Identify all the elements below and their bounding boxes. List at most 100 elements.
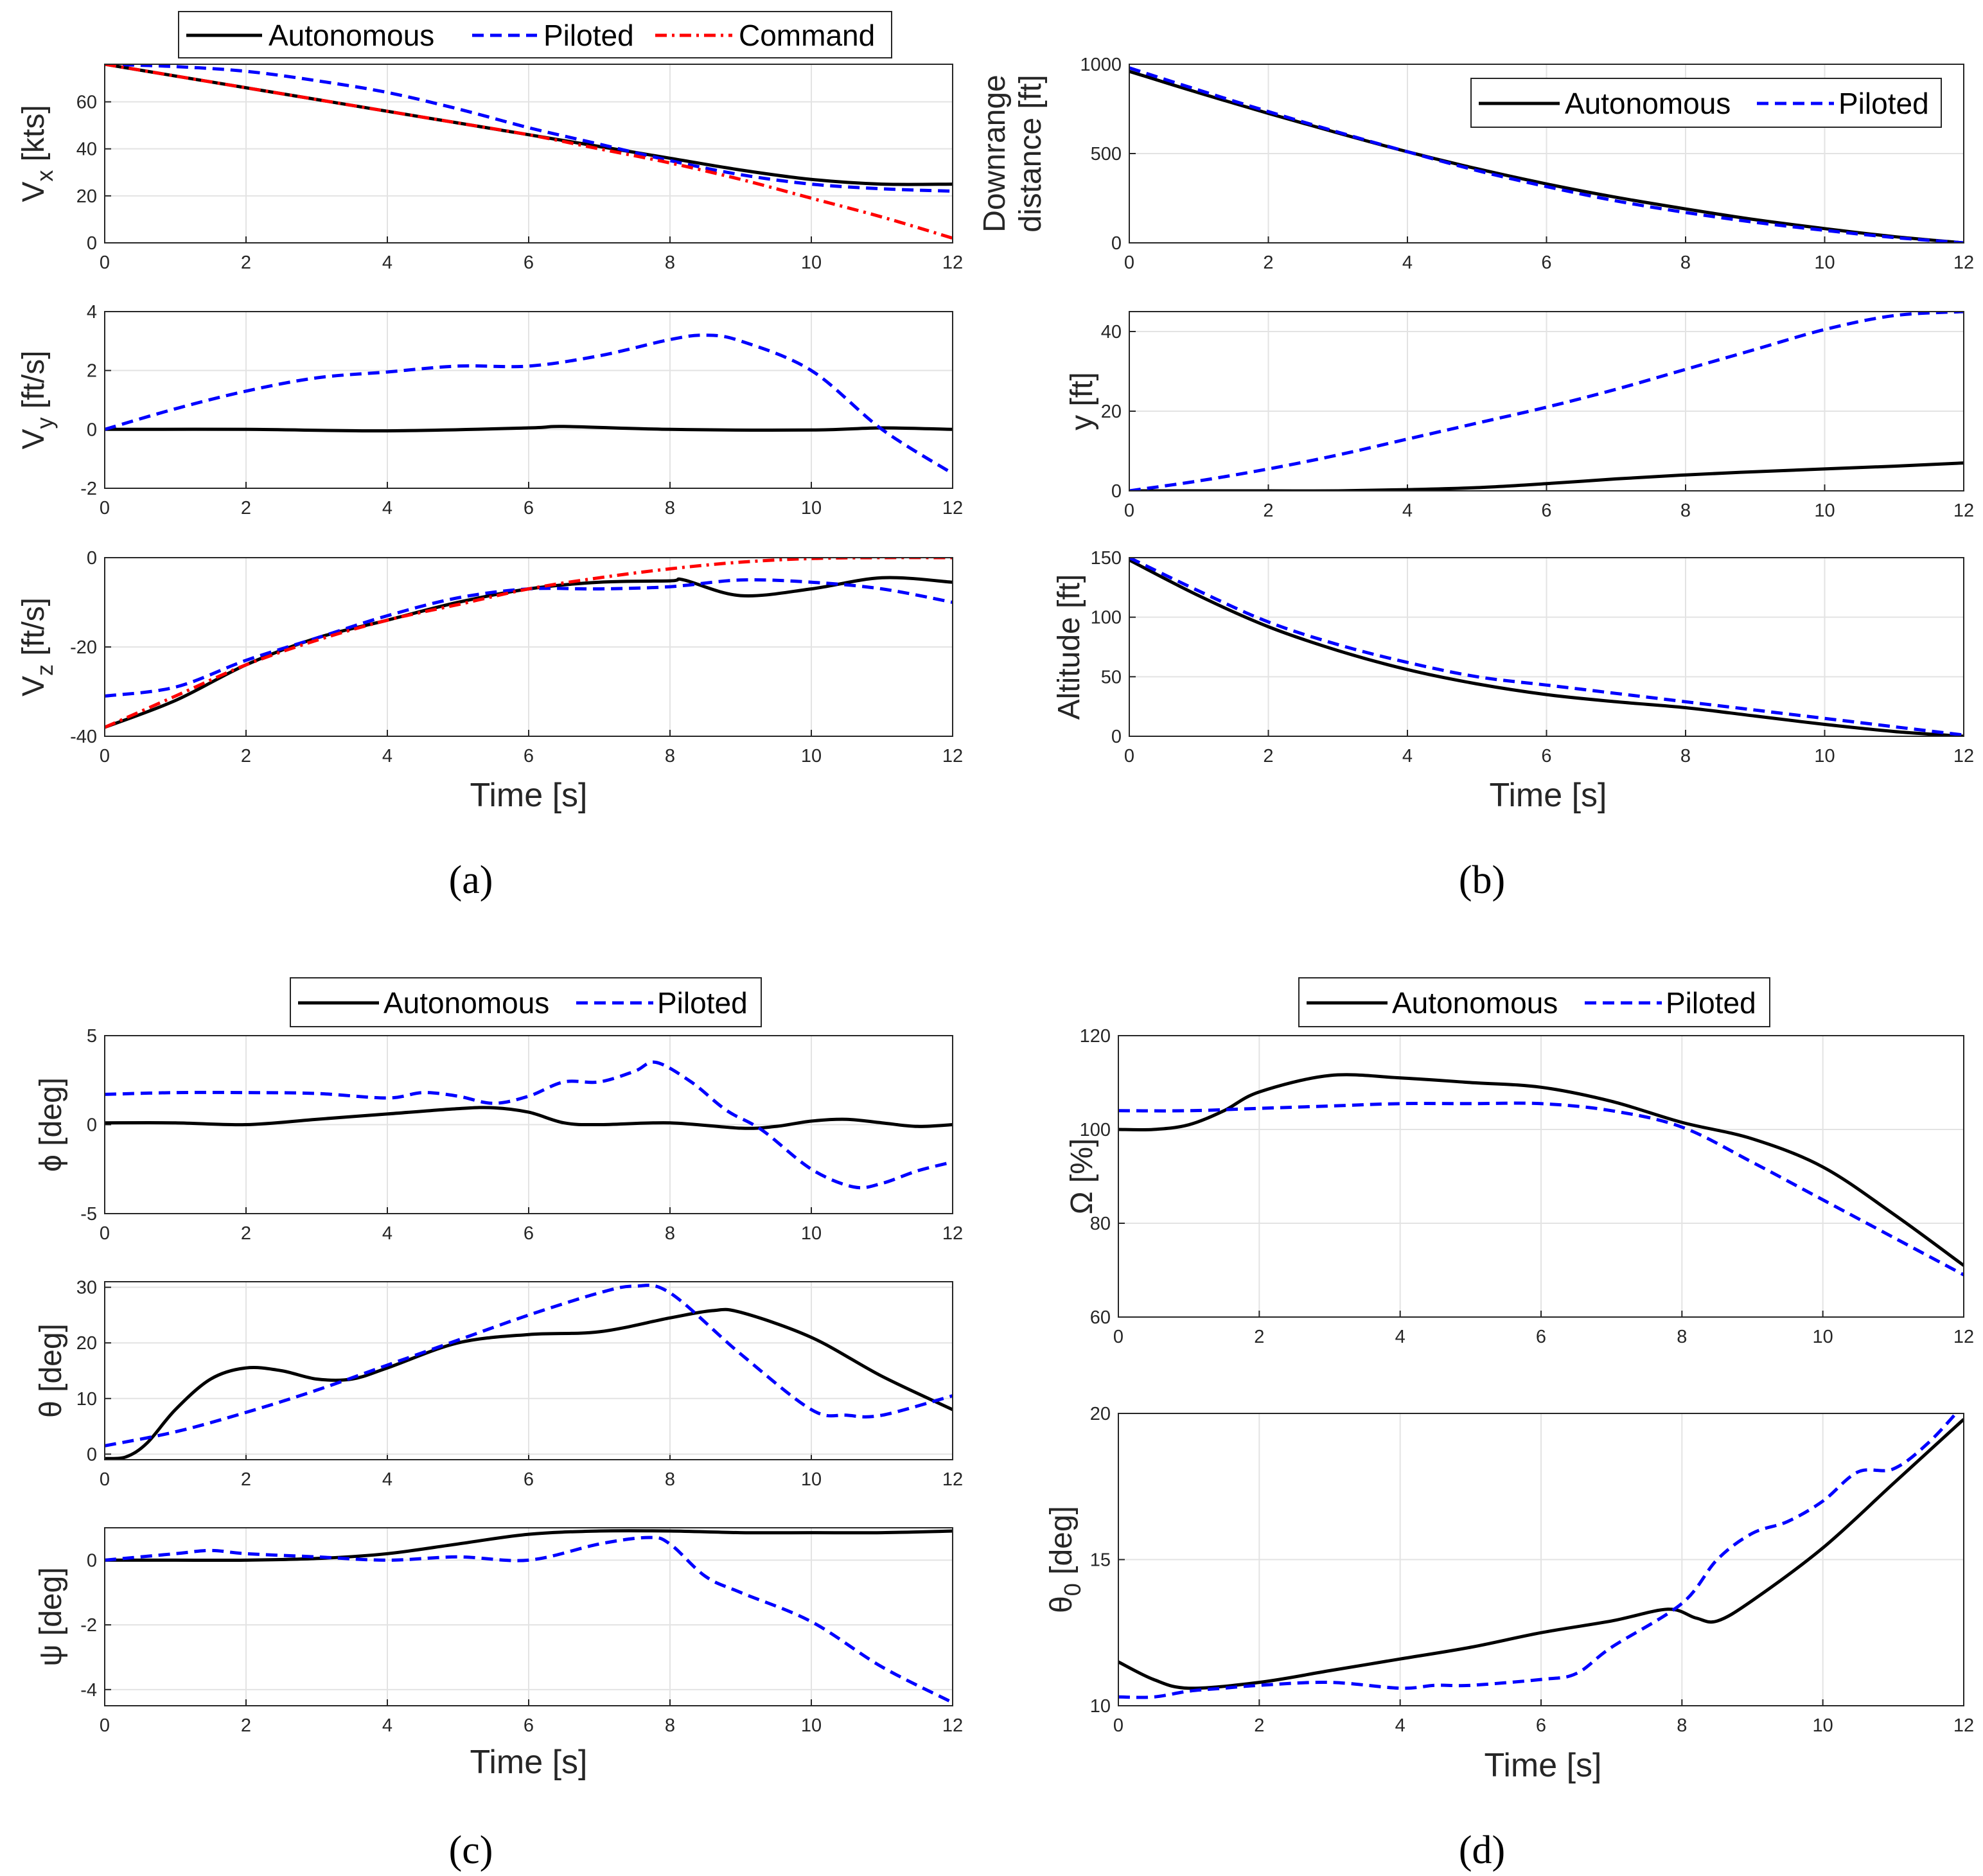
axes-frame [104, 1527, 953, 1706]
y-tick-label: 0 [87, 1550, 97, 1571]
legend-autonomous-label: Autonomous [383, 986, 549, 1020]
y-tick-label: 100 [1080, 1120, 1111, 1140]
x-tick-label: 10 [801, 252, 822, 273]
x-tick-label: 2 [1263, 252, 1273, 273]
x-tick-label: 12 [942, 1469, 963, 1490]
x-tick-label: 2 [241, 1715, 251, 1736]
y-axis-label-vx: Vx [kts] [17, 105, 58, 202]
series-piloted-vy [105, 333, 953, 475]
y-tick-label: 5 [87, 1026, 97, 1047]
x-tick-label: 6 [524, 1223, 534, 1244]
x-tick-label: 6 [1536, 1327, 1546, 1347]
series-autonomous-y [1129, 461, 1964, 491]
x-tick-label: 2 [241, 252, 251, 273]
x-tick-label: 2 [241, 1469, 251, 1490]
x-tick-label: 10 [801, 1223, 822, 1244]
legend-command-label: Command [739, 19, 875, 52]
y-tick-label: 120 [1080, 1026, 1111, 1047]
axes-frame [104, 64, 953, 243]
x-tick-label: 12 [1953, 1327, 1974, 1347]
x-tick-label: 10 [801, 746, 822, 766]
y-tick-label: -40 [70, 727, 97, 747]
series-command-vz [105, 558, 953, 729]
x-tick-label: 4 [382, 1715, 392, 1736]
axes-frame [1129, 64, 1964, 243]
legend-autonomous-label: Autonomous [1565, 87, 1731, 120]
chart-theta0: 0 2 4 6 8 10 12 10 15 20 θ0 [deg] [1044, 1404, 1974, 1736]
x-tick-label: 0 [100, 746, 110, 766]
axes-frame [104, 311, 953, 489]
legend-autonomous-label: Autonomous [1392, 986, 1558, 1020]
x-tick-label: 8 [665, 252, 675, 273]
y-tick-label: 30 [76, 1278, 97, 1298]
x-axis-label-b: Time [s] [1490, 777, 1607, 814]
x-tick-label: 6 [524, 498, 534, 518]
y-tick-label: 15 [1090, 1550, 1111, 1571]
chart-psi: 0 2 4 6 8 10 12 -4 -2 0 ψ [deg] [34, 1527, 963, 1736]
y-tick-label: 1000 [1080, 55, 1122, 75]
legend-piloted-label: Piloted [1666, 986, 1756, 1020]
x-tick-label: 0 [100, 1223, 110, 1244]
x-tick-label: 8 [665, 1223, 675, 1244]
x-axis-label-d: Time [s] [1485, 1747, 1602, 1784]
y-tick-label: -2 [80, 479, 97, 499]
series-piloted-phi [105, 1060, 953, 1190]
y-tick-label: 0 [87, 420, 97, 440]
x-tick-label: 12 [1953, 500, 1974, 521]
y-axis-label-altitude: Altitude [ft] [1052, 574, 1086, 720]
y-axis-label-y: y [ft] [1065, 372, 1099, 430]
y-tick-label: 40 [1101, 322, 1122, 342]
series-piloted-theta [105, 1284, 953, 1447]
x-tick-label: 4 [1395, 1327, 1406, 1347]
x-tick-label: 12 [942, 252, 963, 273]
x-tick-label: 6 [1541, 500, 1551, 521]
x-tick-label: 8 [665, 1469, 675, 1490]
panel-label-b: (b) [1459, 858, 1505, 902]
y-axis-label-psi: ψ [deg] [34, 1567, 68, 1666]
y-tick-label: 60 [76, 93, 97, 113]
series-piloted-theta0 [1118, 1413, 1959, 1699]
y-tick-label: -5 [80, 1204, 97, 1225]
y-tick-label: 20 [1090, 1404, 1111, 1424]
axes-frame [104, 1035, 953, 1214]
x-tick-label: 8 [1680, 500, 1691, 521]
y-tick-label: 0 [87, 548, 97, 569]
x-tick-label: 0 [1113, 1327, 1124, 1347]
x-tick-label: 6 [1541, 746, 1551, 766]
x-tick-label: 6 [1541, 252, 1551, 273]
x-tick-label: 0 [1113, 1715, 1124, 1736]
panel-label-c: (c) [449, 1828, 493, 1872]
panel-label-a: (a) [449, 858, 493, 902]
x-tick-label: 0 [100, 498, 110, 518]
x-tick-label: 12 [1953, 746, 1974, 766]
series-autonomous-omega [1118, 1073, 1964, 1267]
x-tick-label: 10 [801, 498, 822, 518]
legend-piloted-label: Piloted [657, 986, 748, 1020]
x-tick-label: 4 [1395, 1715, 1406, 1736]
axes-frame [104, 557, 953, 737]
legend-b: Autonomous Piloted [1470, 78, 1942, 128]
series-piloted-altitude [1129, 558, 1964, 736]
x-tick-label: 4 [382, 1469, 392, 1490]
series-autonomous-theta [105, 1307, 953, 1460]
legend-autonomous-label: Autonomous [269, 19, 434, 52]
x-tick-label: 6 [524, 746, 534, 766]
x-tick-label: 4 [1402, 500, 1413, 521]
y-tick-label: 0 [1111, 727, 1122, 747]
x-tick-label: 10 [1814, 252, 1835, 273]
x-tick-label: 4 [382, 1223, 392, 1244]
y-tick-label: -20 [70, 637, 97, 658]
series-piloted-psi [105, 1535, 953, 1704]
panel-label-d: (d) [1459, 1828, 1505, 1872]
x-tick-label: 2 [1254, 1327, 1264, 1347]
x-tick-label: 8 [1677, 1327, 1687, 1347]
legend-a: Autonomous Piloted Command [178, 11, 892, 58]
x-tick-label: 10 [1813, 1327, 1833, 1347]
y-axis-label-theta: θ [deg] [34, 1323, 68, 1418]
y-tick-label: 2 [87, 361, 97, 382]
series-autonomous-vx [105, 64, 953, 186]
x-tick-label: 8 [1680, 252, 1691, 273]
chart-omega: 0 2 4 6 8 10 12 60 80 100 120 Ω [%] [1065, 1026, 1974, 1347]
